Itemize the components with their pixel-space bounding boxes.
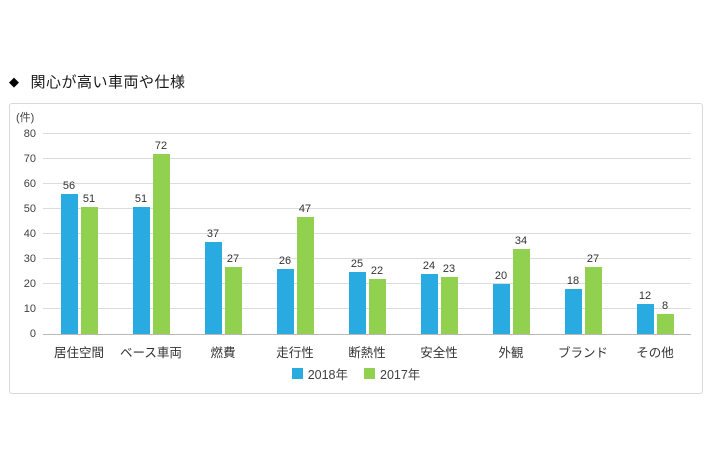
y-tick-label-30: 30 <box>23 253 36 265</box>
bar-2018年-居住空間[interactable]: 56 <box>60 180 78 334</box>
data-label: 34 <box>514 235 528 247</box>
bar-2017年-その他[interactable]: 8 <box>656 300 674 334</box>
bar-2017年-断熱性[interactable]: 22 <box>368 265 386 334</box>
bar-group-4: 26 47 <box>259 134 331 334</box>
bar-group-9: 12 8 <box>619 134 691 334</box>
y-axis-unit-label: (件) <box>16 112 35 124</box>
y-tick-label-10: 10 <box>23 303 36 315</box>
data-label: 51 <box>82 192 96 205</box>
bar-2017年-ブランド[interactable]: 27 <box>584 253 602 334</box>
bar-group-2: 51 72 <box>115 134 187 334</box>
data-label: 56 <box>62 180 76 192</box>
data-label: 23 <box>442 262 456 275</box>
bar-group-3: 37 27 <box>187 134 259 334</box>
data-label: 20 <box>494 270 508 282</box>
y-tick-label-60: 60 <box>23 178 36 190</box>
bar-group-1: 56 51 <box>43 134 115 334</box>
bar-2017年-ベース車両[interactable]: 72 <box>152 140 170 334</box>
bar-group-6: 24 23 <box>403 134 475 334</box>
bar-2018年-燃費[interactable]: 37 <box>204 228 222 334</box>
legend-label: 2018年 <box>307 368 348 382</box>
x-axis-label-断熱性: 断熱性 <box>348 346 386 360</box>
x-axis-label-燃費: 燃費 <box>210 346 236 360</box>
gridline-10 <box>43 308 691 309</box>
data-label: 22 <box>370 265 384 277</box>
gridline-80 <box>43 133 691 134</box>
x-axis-label-安全性: 安全性 <box>420 346 458 360</box>
legend-item-2017年[interactable]: 2017年 <box>364 364 420 383</box>
bar-2018年-外観[interactable]: 20 <box>492 270 510 334</box>
y-tick-label-70: 70 <box>23 153 36 165</box>
bar-2017年-居住空間[interactable]: 51 <box>80 193 98 334</box>
x-axis-label-ベース車両: ベース車両 <box>120 346 182 360</box>
y-tick-label-40: 40 <box>23 228 36 240</box>
data-label: 51 <box>134 192 148 205</box>
chart-heading: ◆ 関心が高い車両や仕様 <box>9 71 186 92</box>
bar-2018年-その他[interactable]: 12 <box>636 290 654 334</box>
diamond-bullet-icon: ◆ <box>9 74 20 89</box>
bar-2017年-燃費[interactable]: 27 <box>224 253 242 334</box>
x-axis-label-ブランド: ブランド <box>557 346 608 360</box>
y-tick-label-20: 20 <box>23 278 36 290</box>
y-tick-label-0: 0 <box>29 328 36 340</box>
bar-group-8: 18 27 <box>547 134 619 334</box>
x-axis-label-居住空間: 居住空間 <box>53 346 104 360</box>
x-axis-label-外観: 外観 <box>498 346 524 360</box>
gridline-50 <box>43 208 691 209</box>
data-label: 12 <box>638 290 652 302</box>
bars-row: 56 51 51 72 37 27 26 47 25 22 24 23 20 34 18 27 12 8 <box>43 134 691 334</box>
data-label: 26 <box>278 255 292 267</box>
data-label: 25 <box>350 257 364 270</box>
gridline-40 <box>43 233 691 234</box>
gridline-70 <box>43 158 691 159</box>
data-label: 27 <box>586 252 600 265</box>
bar-2017年-外観[interactable]: 34 <box>512 235 530 334</box>
chart-heading-text: 関心が高い車両や仕様 <box>30 74 186 91</box>
data-label: 18 <box>566 275 580 287</box>
bar-2017年-安全性[interactable]: 23 <box>440 263 458 334</box>
x-axis-labels: 居住空間 ベース車両 燃費 走行性 断熱性 安全性 外観 ブランド その他 <box>43 342 691 361</box>
data-label: 72 <box>154 140 168 152</box>
x-axis-label-走行性: 走行性 <box>276 346 314 360</box>
bar-group-5: 25 22 <box>331 134 403 334</box>
data-label: 37 <box>206 227 220 240</box>
gridline-20 <box>43 283 691 284</box>
x-axis-label-その他: その他 <box>636 346 674 360</box>
data-label: 47 <box>298 202 312 215</box>
legend-swatch-icon <box>291 368 303 379</box>
bar-2018年-安全性[interactable]: 24 <box>420 260 438 334</box>
chart-container: (件) 56 51 51 72 37 27 26 47 25 22 24 23 20 34 18 27 12 8 … <box>9 103 703 394</box>
bar-2017年-走行性[interactable]: 47 <box>296 203 314 334</box>
data-label: 24 <box>422 260 436 272</box>
legend: 2018年 2017年 <box>10 364 702 383</box>
bar-2018年-断熱性[interactable]: 25 <box>348 258 366 334</box>
legend-item-2018年[interactable]: 2018年 <box>291 364 348 383</box>
y-tick-label-80: 80 <box>23 128 36 140</box>
bar-2018年-走行性[interactable]: 26 <box>276 255 294 334</box>
y-tick-label-50: 50 <box>23 203 36 215</box>
legend-label: 2017年 <box>380 368 421 382</box>
data-label: 27 <box>226 252 240 265</box>
bar-2018年-ブランド[interactable]: 18 <box>564 275 582 334</box>
gridline-60 <box>43 183 691 184</box>
bar-group-7: 20 34 <box>475 134 547 334</box>
legend-swatch-icon <box>364 368 375 379</box>
plot-area: 56 51 51 72 37 27 26 47 25 22 24 23 20 34 18 27 12 8 <box>43 133 691 335</box>
gridline-30 <box>43 258 691 259</box>
x-axis-line <box>43 334 691 335</box>
bar-2018年-ベース車両[interactable]: 51 <box>132 193 150 334</box>
data-label: 8 <box>661 300 669 312</box>
